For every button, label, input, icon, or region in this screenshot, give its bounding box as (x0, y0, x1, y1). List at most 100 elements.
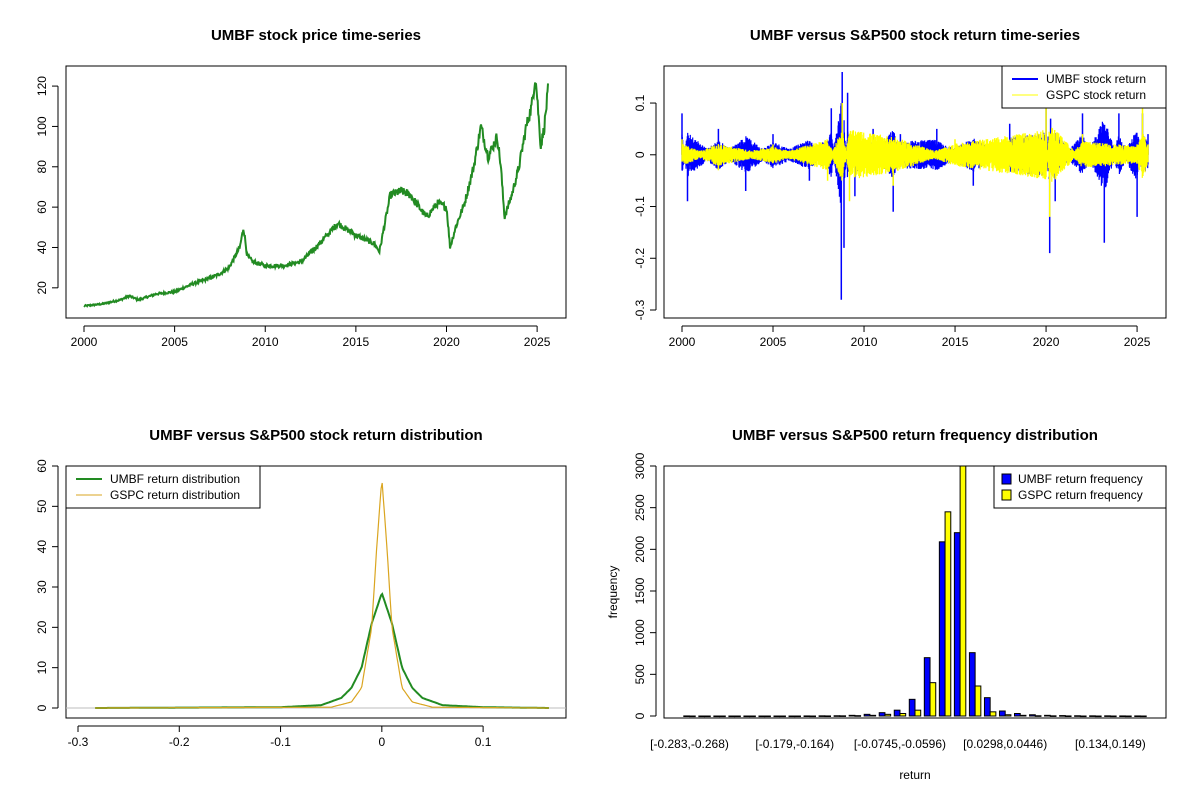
umbf-frequency-bar (863, 713, 871, 717)
gspc-frequency-bar (689, 715, 696, 718)
gspc-frequency-bar (1109, 715, 1117, 718)
umbf-frequency-bar (848, 714, 856, 717)
x-tick-label: -0.1 (270, 735, 291, 749)
legend-label-1: UMBF return distribution (110, 472, 240, 486)
gspc-frequency-bar (704, 715, 711, 718)
y-tick-label: 60 (35, 459, 49, 473)
umbf-frequency-bar (878, 712, 886, 717)
chart-title: UMBF versus S&P500 stock return distribu… (149, 427, 482, 444)
x-tick-label: 0.1 (475, 735, 492, 749)
gspc-frequency-bar (749, 715, 756, 718)
gspc-frequency-bar (1139, 715, 1147, 718)
y-axis-title: frequency (606, 566, 620, 619)
umbf-frequency-bar (1059, 715, 1066, 717)
y-tick-label: 0 (633, 712, 647, 719)
legend-box (1001, 65, 1167, 109)
y-tick-label: 2000 (633, 536, 647, 563)
umbf-frequency-bar (713, 715, 721, 718)
legend-label-2: GSPC return frequency (1018, 488, 1143, 502)
y-tick-label: 3000 (633, 452, 647, 479)
x-category-label: [0.134,0.149) (1075, 737, 1146, 751)
plot-frame (663, 465, 1167, 719)
x-category-label: [-0.283,-0.268) (650, 737, 729, 751)
gspc-frequency-bar (839, 715, 847, 717)
plot-frame (65, 65, 567, 319)
x-tick-label: -0.2 (169, 735, 190, 749)
gspc-return-spikes (681, 103, 1149, 217)
umbf-frequency-bar (908, 698, 916, 717)
gspc-frequency-bar (1094, 715, 1102, 718)
legend-key-1 (1001, 473, 1012, 485)
y-tick-label: 0 (35, 704, 49, 711)
gspc-frequency-bar (989, 711, 997, 717)
umbf-frequency-bar (1119, 715, 1126, 718)
y-tick-label: 80 (35, 160, 49, 174)
gspc-frequency-bar (1049, 715, 1057, 717)
legend-label-2: GSPC return distribution (110, 488, 240, 502)
y-tick-label: -0.1 (633, 196, 647, 217)
legend-box (65, 465, 261, 509)
y-tick-label: 40 (35, 540, 49, 554)
gspc-frequency-bar (1079, 715, 1087, 718)
umbf-frequency-bar (1014, 713, 1021, 717)
y-tick-label: 40 (35, 240, 49, 254)
umbf-frequency-bar (983, 697, 991, 717)
y-tick-label: 2500 (633, 494, 647, 521)
y-tick-label: 0 (633, 151, 647, 158)
y-tick-label: 0.1 (633, 94, 647, 111)
gspc-frequency-bar (914, 709, 922, 717)
umbf-frequency-bar (893, 709, 901, 717)
x-tick-label: 2005 (161, 335, 188, 349)
x-tick-label: 0 (378, 735, 385, 749)
y-tick-label: 120 (35, 76, 49, 96)
legend-label-1: UMBF stock return (1046, 72, 1146, 86)
y-tick-label: 20 (35, 620, 49, 634)
y-tick-label: 20 (35, 281, 49, 295)
umbf-frequency-bar (788, 715, 796, 718)
y-tick-label: 60 (35, 200, 49, 214)
gspc-frequency-bar (929, 682, 937, 717)
umbf-frequency-bar (938, 541, 946, 717)
gspc-frequency-bar (899, 713, 907, 717)
legend-box (993, 465, 1167, 509)
umbf-frequency-bar (818, 715, 826, 717)
x-tick-label: 2025 (1124, 335, 1151, 349)
umbf-frequency-bar (743, 715, 751, 718)
x-tick-label: 2005 (760, 335, 787, 349)
gspc-frequency-bar (779, 715, 786, 718)
y-tick-label: 1000 (633, 619, 647, 646)
gspc-frequency-bar (734, 715, 741, 718)
y-tick-label: 10 (35, 661, 49, 675)
y-tick-label: -0.3 (633, 299, 647, 320)
gspc-frequency-bar (959, 465, 967, 717)
gspc-frequency-bar (1064, 715, 1072, 718)
chart-title: UMBF stock price time-series (211, 27, 421, 44)
umbf-frequency-bar (1104, 715, 1111, 717)
gspc-frequency-bar (944, 511, 952, 717)
x-tick-label: 2020 (433, 335, 460, 349)
gspc-frequency-bar (854, 715, 862, 717)
gspc-frequency-bar (1124, 715, 1132, 718)
gspc-frequency-bar (1034, 715, 1042, 717)
x-tick-label: 2025 (524, 335, 551, 349)
y-tick-label: 100 (35, 116, 49, 136)
legend-key-2 (1001, 489, 1012, 501)
umbf-frequency-bar (773, 715, 781, 718)
x-tick-label: 2010 (252, 335, 279, 349)
gspc-frequency-bar (824, 715, 832, 718)
gspc-frequency-bar (974, 685, 982, 717)
y-tick-label: 50 (35, 499, 49, 513)
gspc-density-line (95, 482, 549, 709)
legend-label-1: UMBF return frequency (1018, 472, 1143, 486)
x-tick-label: 2020 (1033, 335, 1060, 349)
gspc-frequency-bar (809, 715, 816, 718)
y-tick-label: -0.2 (633, 248, 647, 269)
umbf-frequency-bar (1074, 715, 1081, 717)
umbf-price-line (83, 82, 549, 308)
umbf-frequency-bar (803, 715, 811, 718)
gspc-frequency-bar (884, 713, 892, 717)
x-tick-label: 2010 (851, 335, 878, 349)
umbf-frequency-bar (968, 652, 976, 717)
chart-title: UMBF versus S&P500 stock return time-ser… (750, 27, 1080, 44)
